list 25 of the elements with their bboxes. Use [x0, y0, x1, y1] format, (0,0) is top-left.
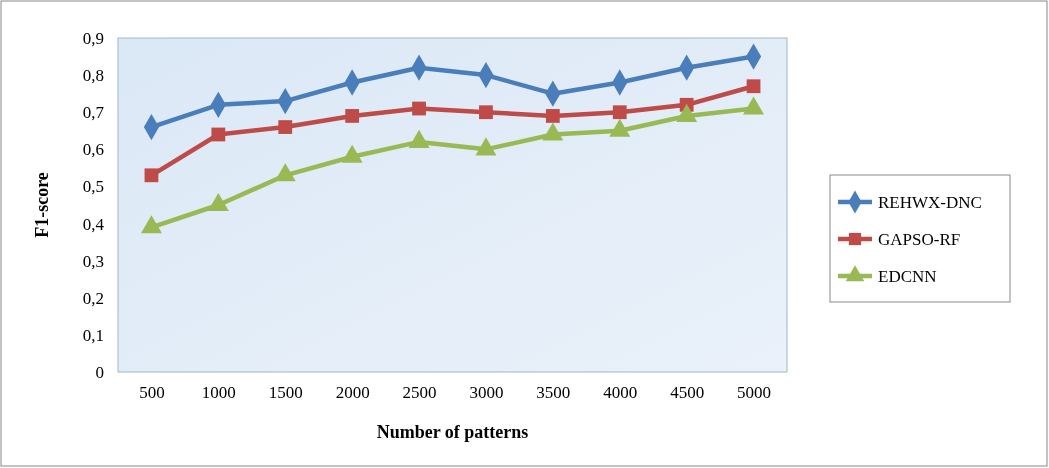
y-tick-label: 0,5	[82, 177, 104, 197]
legend-label: EDCNN	[878, 267, 937, 286]
x-tick-label: 2500	[402, 383, 437, 403]
legend-label: GAPSO-RF	[878, 230, 961, 249]
y-tick-label: 0,6	[82, 140, 104, 160]
x-tick-label: 4500	[670, 383, 705, 403]
x-tick-label: 3000	[469, 383, 504, 403]
x-tick-label: 1000	[201, 383, 236, 403]
y-tick-label: 0,4	[82, 214, 105, 234]
y-tick-label: 0,2	[82, 288, 104, 308]
x-tick-label: 4000	[603, 383, 638, 403]
y-axis-title: F1-score	[32, 172, 52, 238]
x-tick-label: 1500	[268, 383, 303, 403]
x-tick-label: 3500	[536, 383, 571, 403]
y-tick-label: 0,8	[82, 66, 104, 86]
x-axis-title: Number of patterns	[376, 422, 529, 442]
x-tick-label: 5000	[737, 383, 772, 403]
x-tick-label: 500	[139, 383, 165, 403]
y-tick-label: 0,1	[82, 325, 104, 345]
legend-label: REHWX-DNC	[878, 193, 982, 212]
x-tick-label: 2000	[335, 383, 370, 403]
y-tick-label: 0	[95, 362, 104, 382]
y-tick-label: 0,7	[82, 103, 105, 123]
y-tick-label: 0,9	[82, 28, 104, 48]
y-tick-label: 0,3	[82, 251, 104, 271]
